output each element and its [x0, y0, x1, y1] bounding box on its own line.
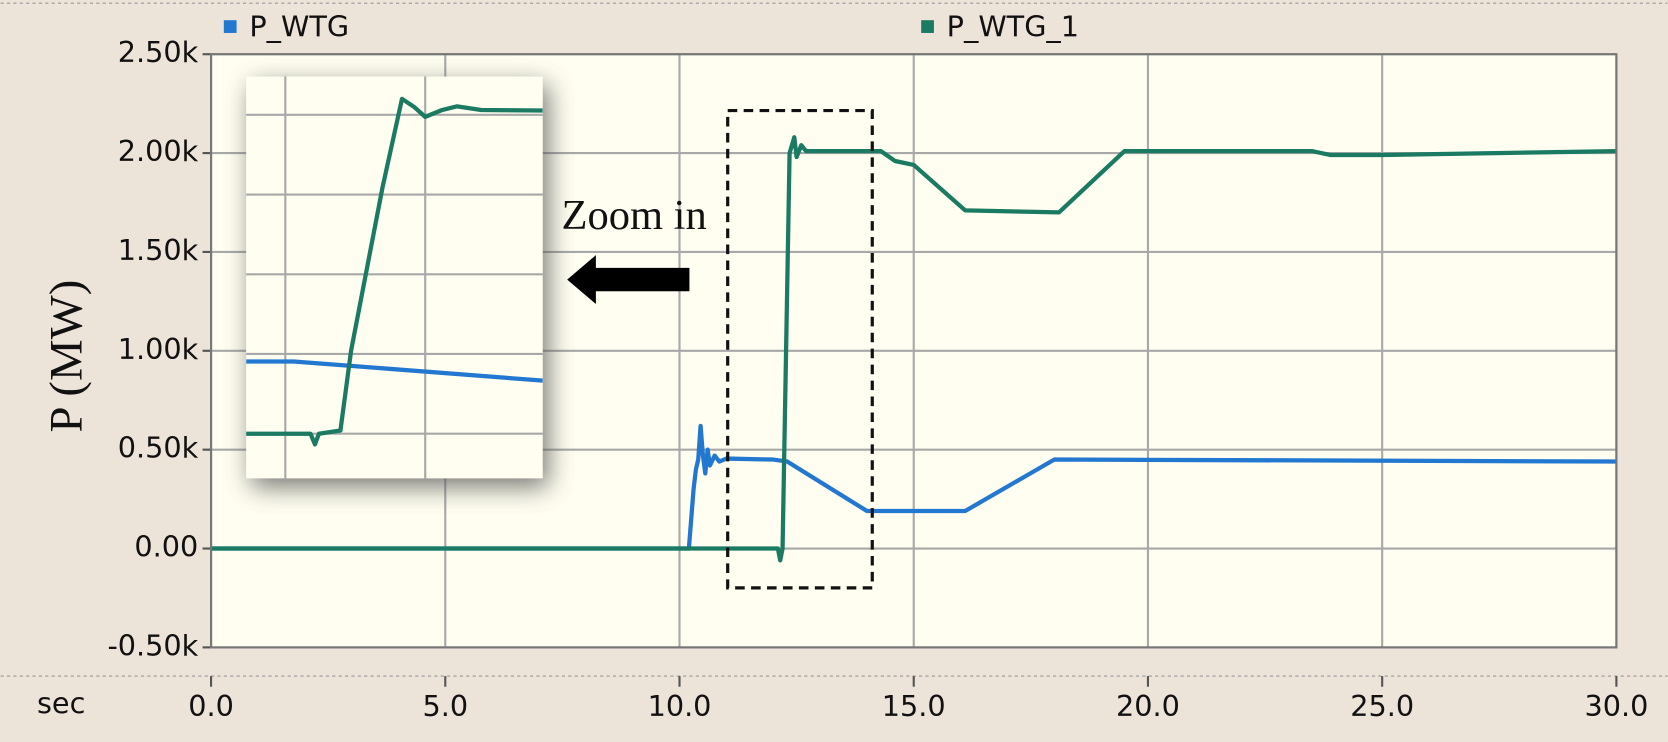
x-tick-label: 0.0: [188, 689, 234, 723]
legend-swatch: [223, 20, 237, 33]
plot-border: [209, 53, 1618, 649]
x-tick-label: 15.0: [882, 689, 946, 723]
arrow: [567, 255, 690, 305]
x-tick-label: 10.0: [648, 689, 712, 723]
y-tick-label: 1.50k: [118, 233, 199, 267]
x-tick-label: 30.0: [1584, 689, 1648, 723]
legend-label: P_WTG: [249, 10, 349, 44]
x-tick-label: 25.0: [1350, 689, 1414, 723]
x-axis-label: sec: [37, 686, 85, 720]
y-tick-label: 0.50k: [118, 431, 199, 465]
series-line: [211, 135, 1617, 563]
series-line: [211, 423, 1617, 551]
y-tick-label: 0.00: [134, 530, 198, 564]
y-tick-label: 2.00k: [118, 134, 199, 168]
zoom-box: [726, 108, 874, 590]
y-tick-label: 1.00k: [118, 332, 199, 366]
series-line: [246, 359, 543, 383]
inset-area: [246, 76, 543, 479]
x-tick-label: 5.0: [422, 689, 468, 723]
series-line: [246, 96, 543, 447]
y-tick-label: -0.50k: [107, 628, 198, 662]
legend: P_WTG P_WTG_1: [223, 10, 1079, 44]
lines: [211, 135, 1617, 563]
y-axis-label: P (MW): [40, 280, 92, 433]
legend-label: P_WTG_1: [947, 10, 1079, 44]
legend-swatch: [921, 20, 934, 33]
x-tick-label: 20.0: [1116, 689, 1180, 723]
inset-grid: [246, 76, 543, 479]
annotation: Zoom in: [562, 192, 707, 239]
inset-lines: [246, 96, 543, 447]
y-tick-label: 2.50k: [118, 35, 199, 69]
